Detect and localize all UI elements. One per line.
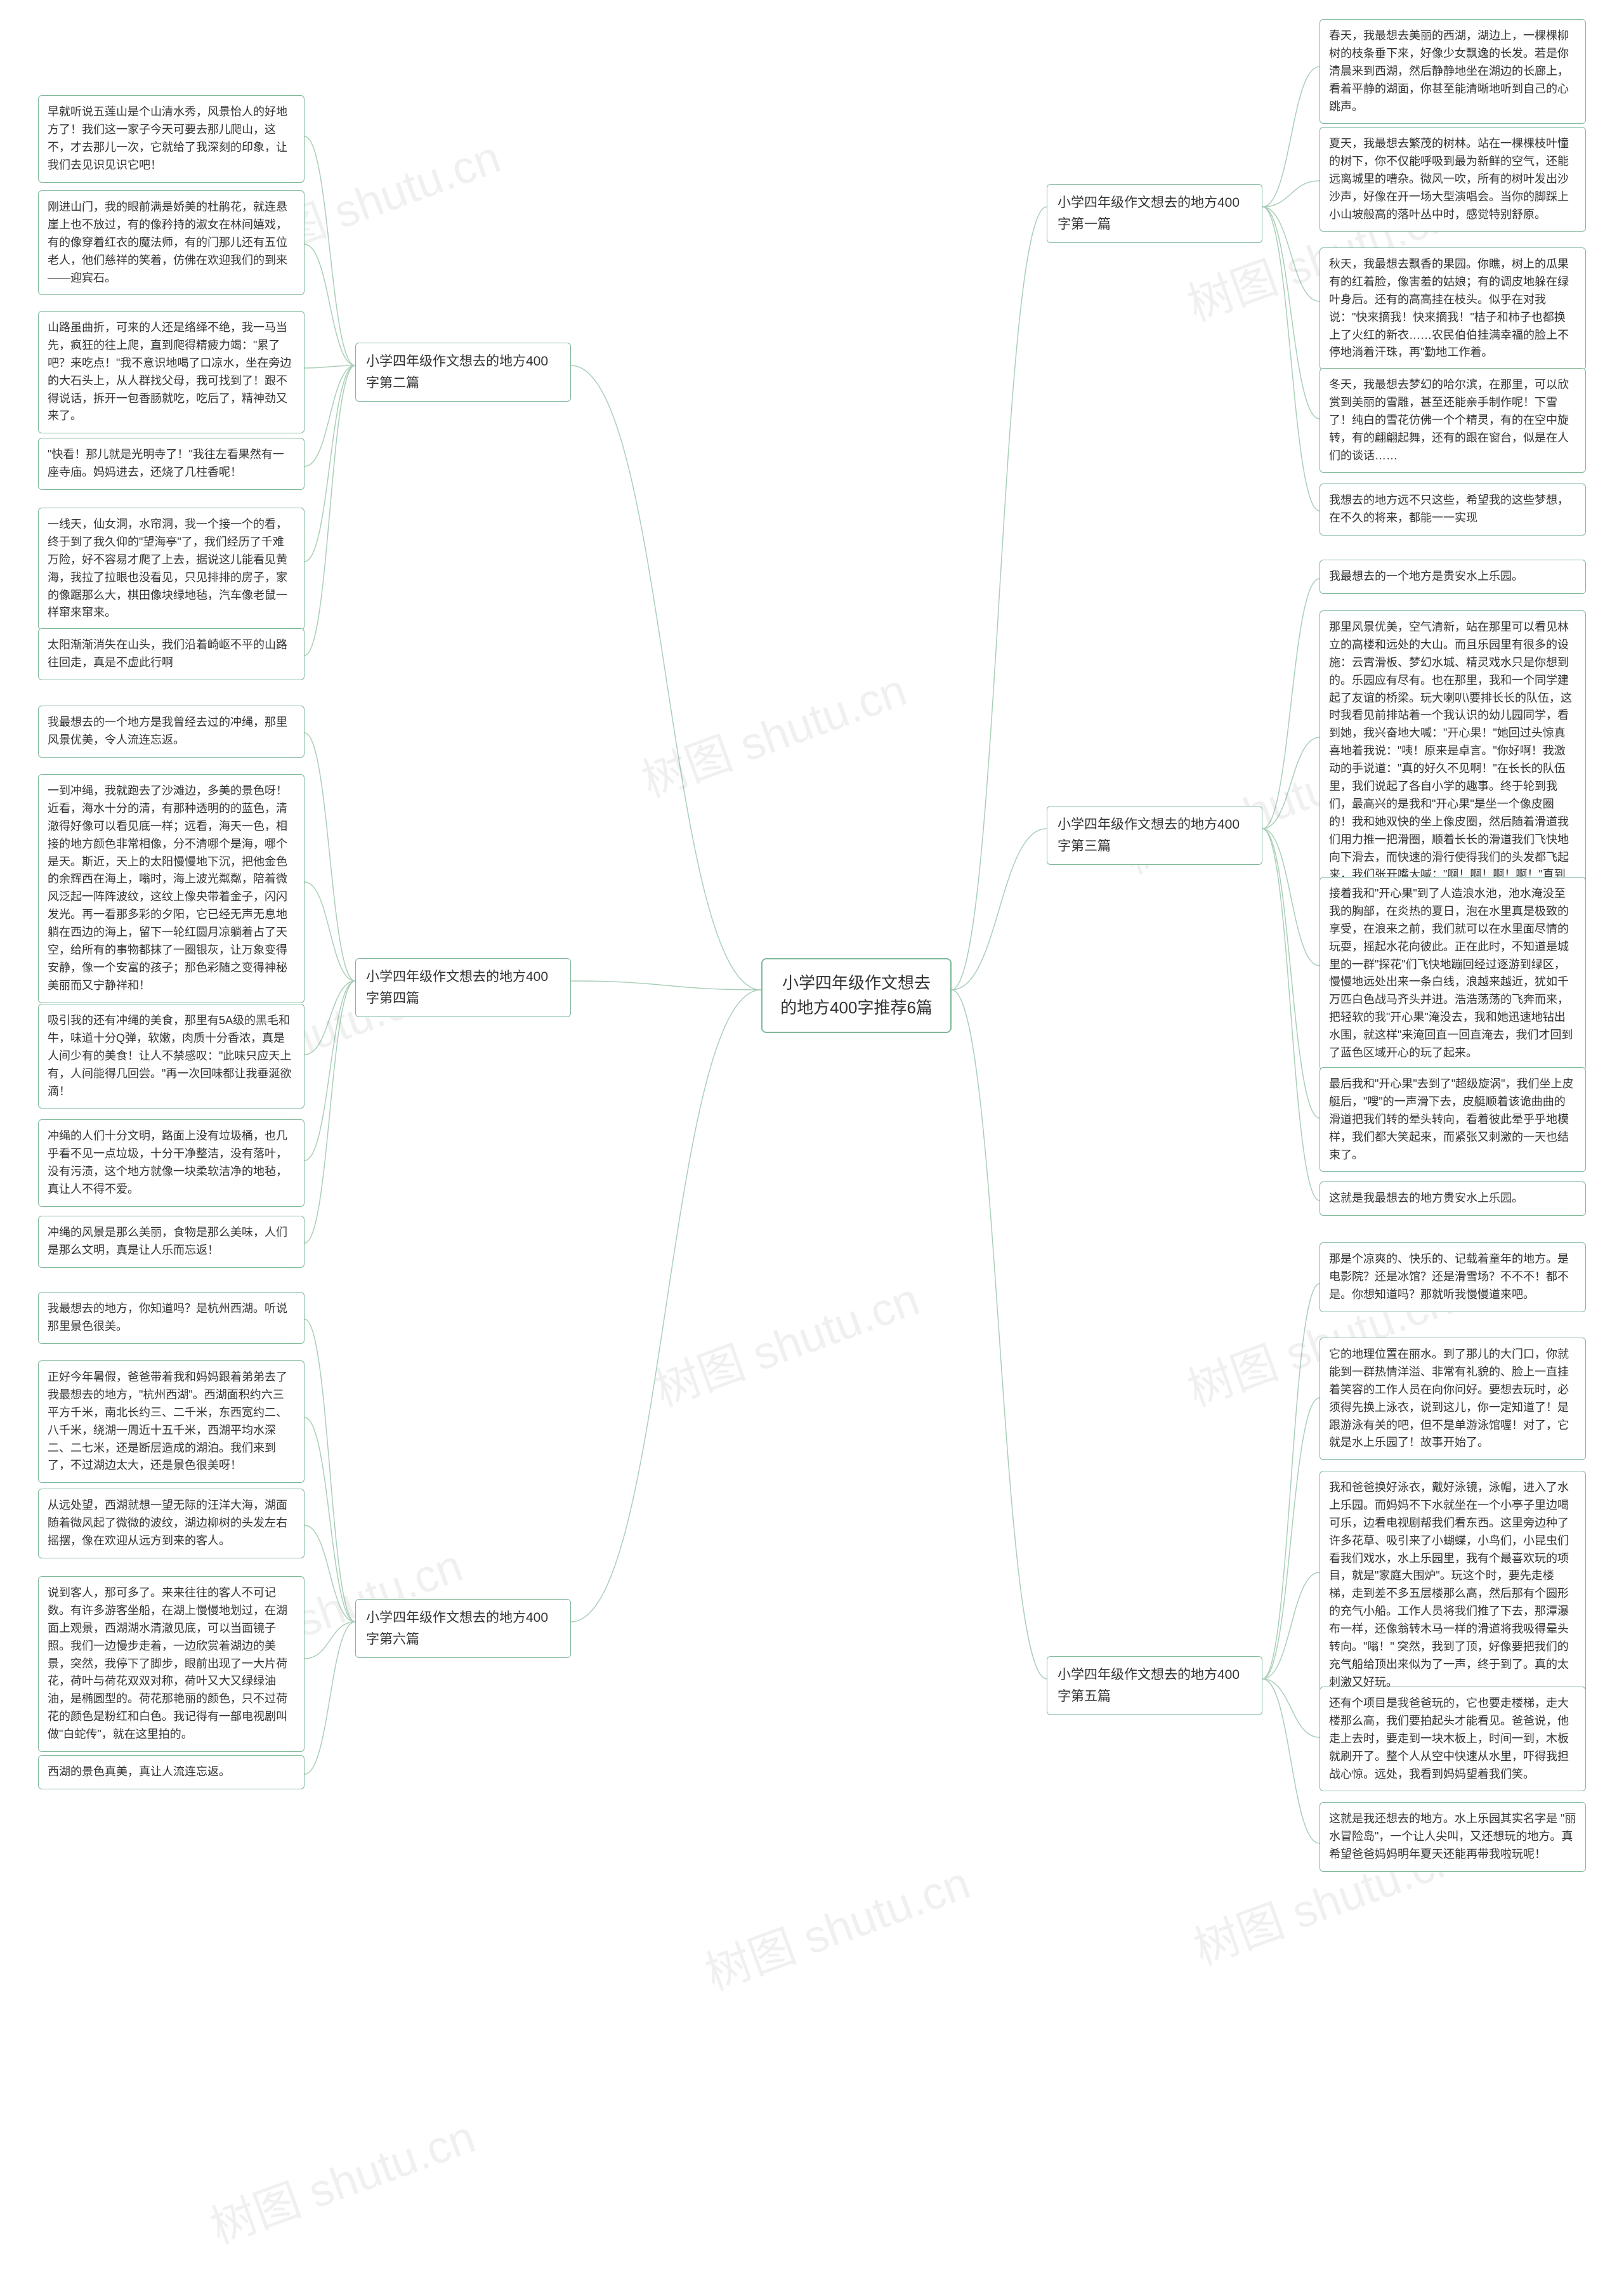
leaf-node: 太阳渐渐消失在山头，我们沿着崎岖不平的山路往回走，真是不虚此行啊 — [38, 628, 304, 680]
leaf-node: 刚进山门，我的眼前满是娇美的杜鹃花，就连悬崖上也不放过，有的像矜持的淑女在林间嬉… — [38, 190, 304, 295]
leaf-node: 最后我和"开心果"去到了"超级旋涡"，我们坐上皮艇后，"嗖"的一声滑下去，皮艇顺… — [1320, 1067, 1586, 1172]
branch-node: 小学四年级作文想去的地方400字第一篇 — [1047, 184, 1262, 243]
leaf-node: 我和爸爸换好泳衣，戴好泳镜，泳帽，进入了水上乐园。而妈妈不下水就坐在一个小亭子里… — [1320, 1471, 1586, 1700]
branch-node: 小学四年级作文想去的地方400字第六篇 — [355, 1599, 571, 1658]
leaf-node: 春天，我最想去美丽的西湖，湖边上，一棵棵柳树的枝条垂下来，好像少女飘逸的长发。若… — [1320, 19, 1586, 124]
leaf-node: 从远处望，西湖就想一望无际的汪洋大海，湖面随着微风起了微微的波纹，湖边柳树的头发… — [38, 1489, 304, 1558]
leaf-node: 这就是我还想去的地方。水上乐园其实名字是 "丽水冒险岛"，一个让人尖叫，又还想玩… — [1320, 1802, 1586, 1872]
leaf-node: 它的地理位置在丽水。到了那儿的大门口，你就能到一群热情洋溢、非常有礼貌的、脸上一… — [1320, 1338, 1586, 1460]
leaf-node: 那里风景优美，空气清新，站在那里可以看见林立的高楼和远处的大山。而且乐园里有很多… — [1320, 610, 1586, 910]
watermark: 树图 shutu.cn — [644, 1262, 927, 1419]
leaf-node: "快看！那儿就是光明寺了！"我往左看果然有一座寺庙。妈妈进去，还烧了几柱香呢！ — [38, 438, 304, 490]
leaf-node: 秋天，我最想去飘香的果园。你瞧，树上的瓜果有的红着脸，像害羞的姑娘；有的调皮地躲… — [1320, 247, 1586, 370]
watermark: 树图 shutu.cn — [200, 2100, 483, 2257]
branch-node: 小学四年级作文想去的地方400字第四篇 — [355, 958, 571, 1017]
leaf-node: 我想去的地方远不只这些，希望我的这些梦想，在不久的将来，都能一一实现 — [1320, 484, 1586, 536]
leaf-node: 我最想去的地方，你知道吗？是杭州西湖。听说那里景色很美。 — [38, 1292, 304, 1344]
leaf-node: 冲绳的人们十分文明，路面上没有垃圾桶，也几乎看不见一点垃圾，十分干净整洁，没有落… — [38, 1119, 304, 1207]
branch-node: 小学四年级作文想去的地方400字第五篇 — [1047, 1656, 1262, 1715]
mindmap-canvas: 树图 shutu.cn 树图 shutu.cn 树图 shutu.cn 树图 shut… — [0, 0, 1624, 2283]
center-node: 小学四年级作文想去的地方400字推荐6篇 — [761, 958, 952, 1033]
leaf-node: 冬天，我最想去梦幻的哈尔滨，在那里，可以欣赏到美丽的雪雕，甚至还能亲手制作呢！下… — [1320, 368, 1586, 473]
leaf-node: 我最想去的一个地方是我曾经去过的冲绳，那里风景优美，令人流连忘返。 — [38, 706, 304, 758]
leaf-node: 山路虽曲折，可来的人还是络绎不绝，我一马当先，疯狂的往上爬，直到爬得精疲力竭："… — [38, 311, 304, 433]
branch-node: 小学四年级作文想去的地方400字第三篇 — [1047, 806, 1262, 865]
leaf-node: 西湖的景色真美，真让人流连忘返。 — [38, 1755, 304, 1789]
leaf-node: 接着我和"开心果"到了人造浪水池，池水淹没至我的胸部，在炎热的夏日，泡在水里真是… — [1320, 877, 1586, 1070]
leaf-node: 那是个凉爽的、快乐的、记载着童年的地方。是电影院？还是冰馆？还是滑雪场？不不不！… — [1320, 1242, 1586, 1312]
branch-node: 小学四年级作文想去的地方400字第二篇 — [355, 343, 571, 402]
leaf-node: 吸引我的还有冲绳的美食，那里有5A级的黑毛和牛，味道十分Q弹，软嫩，肉质十分香浓… — [38, 1004, 304, 1109]
watermark: 树图 shutu.cn — [631, 653, 914, 810]
leaf-node: 冲绳的风景是那么美丽，食物是那么美味，人们是那么文明，真是让人乐而忘返！ — [38, 1216, 304, 1268]
watermark: 树图 shutu.cn — [695, 1846, 978, 2003]
leaf-node: 正好今年暑假，爸爸带着我和妈妈跟着弟弟去了我最想去的地方，"杭州西湖"。西湖面积… — [38, 1360, 304, 1483]
leaf-node: 早就听说五莲山是个山清水秀，风景怡人的好地方了！我们这一家子今天可要去那儿爬山，… — [38, 95, 304, 183]
leaf-node: 夏天，我最想去繁茂的树林。站在一棵棵枝叶憧的树下，你不仅能呼吸到最为新鲜的空气，… — [1320, 127, 1586, 232]
leaf-node: 一线天，仙女洞，水帘洞，我一个接一个的看，终于到了我久仰的"望海亭"了，我们经历… — [38, 508, 304, 630]
leaf-node: 一到冲绳，我就跑去了沙滩边，多美的景色呀！近看，海水十分的清，有那种透明的的蓝色… — [38, 774, 304, 1003]
leaf-node: 我最想去的一个地方是贵安水上乐园。 — [1320, 560, 1586, 594]
leaf-node: 说到客人，那可多了。来来往往的客人不可记数。有许多游客坐船，在湖上慢慢地划过，在… — [38, 1576, 304, 1752]
leaf-node: 还有个项目是我爸爸玩的，它也要走楼梯，走大楼那么高，我们要拍起头才能看见。爸爸说… — [1320, 1687, 1586, 1791]
leaf-node: 这就是我最想去的地方贵安水上乐园。 — [1320, 1181, 1586, 1216]
